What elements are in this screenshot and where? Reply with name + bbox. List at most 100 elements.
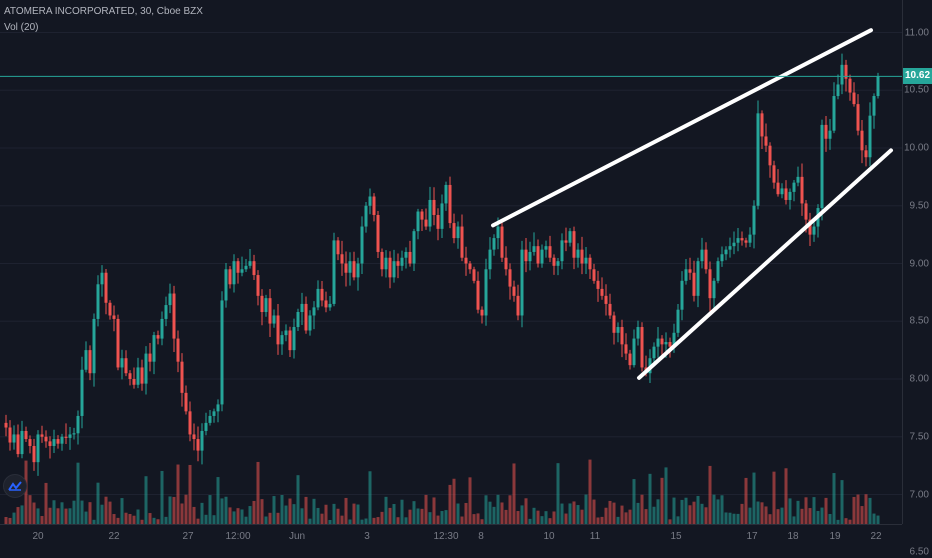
candle-body [876,76,880,97]
tradingview-logo-icon[interactable] [3,474,27,498]
volume-bar [168,496,172,524]
time-tick-label: 10 [543,531,555,542]
volume-bar [516,511,520,524]
volume-bar [776,509,780,524]
volume-bar [520,505,524,524]
volume-bar [264,516,268,524]
volume-bar [92,519,96,524]
volume-bar [580,509,584,524]
candle-body [212,411,216,416]
candle-body [184,392,188,412]
candle-body [360,226,364,264]
volume-bar [396,517,400,524]
volume-bar [328,519,332,524]
volume-bar [300,508,304,524]
candle-body [576,249,580,258]
candle-body [284,330,288,336]
volume-bar [740,503,744,524]
time-axis[interactable]: 20 22 27 12:00 Jun 3 12:30 8 10 11 15 17 18 19 22 [0,524,902,550]
volume-bar [696,495,700,524]
volume-indicator-label[interactable]: Vol (20) [4,22,39,33]
volume-bar [788,498,792,524]
volume-bar [760,502,764,524]
volume-bar [476,513,480,524]
candle-body [340,254,344,264]
candle-body [44,436,48,442]
volume-bar [636,502,640,524]
volume-bar [484,495,488,524]
candle-body [572,231,576,258]
candle-body [100,272,104,285]
volume-bar [812,497,816,524]
volume-bar [80,500,84,524]
time-tick-label: 17 [746,531,758,542]
price-tick-label: 11.00 [904,27,929,38]
volume-bar [196,518,200,524]
volume-bar [320,513,324,524]
volume-bar [540,516,544,524]
volume-bar [96,482,100,524]
candle-body [832,96,836,131]
volume-bar [72,500,76,524]
candle-body [692,272,696,296]
volume-bar [408,509,412,524]
time-tick-label: 27 [182,531,194,542]
candle-body [404,251,408,258]
volume-bar [780,507,784,524]
candle-body [416,211,420,232]
volume-bar [548,518,552,524]
volume-bar [468,477,472,524]
candle-body [500,226,504,258]
candle-body [164,305,168,319]
time-tick-label: 18 [787,531,799,542]
volume-bar [76,462,80,524]
trendline-lower [637,148,893,380]
volume-bar [588,459,592,524]
candle-body [168,293,172,306]
volume-bar [816,510,820,524]
candle-body [852,92,856,105]
volume-bar [488,501,492,524]
candle-body [824,124,828,139]
candle-body [700,249,704,262]
candle-body [348,261,352,273]
candle-body [312,307,316,316]
candle-body [732,242,736,247]
volume-bar [260,499,264,524]
candle-body [292,327,296,351]
volume-bar [444,510,448,524]
candle-body [836,84,840,97]
candle-body [536,246,540,264]
candle-body [676,309,680,333]
volume-bar [324,504,328,524]
candle-body [612,315,616,333]
candle-body [664,342,668,345]
candle-body [396,261,400,266]
candle-body [720,254,724,262]
time-tick-label: 15 [670,531,682,542]
volume-bar [212,515,216,524]
volume-bar [472,514,476,524]
volume-bar [384,496,388,524]
volume-bar [712,494,716,524]
candle-body [604,295,608,304]
volume-bar [100,504,104,524]
symbol-title[interactable]: ATOMERA INCORPORATED, 30, Cboe BZX [4,6,203,17]
volume-bar [652,506,656,524]
time-tick-label: 11 [589,531,601,542]
volume-bar [708,465,712,524]
price-tick-label: 9.00 [909,258,929,269]
volume-bar [768,514,772,524]
volume-bar [868,497,872,524]
price-tick-label: 9.50 [909,200,929,212]
candle-body [444,184,448,204]
candle-body [508,269,512,287]
volume-bar [336,508,340,524]
candle-body [420,211,424,220]
candle-body [640,327,644,368]
candle-body [688,269,692,273]
volume-bar [616,516,620,524]
volume-bar [120,498,124,524]
